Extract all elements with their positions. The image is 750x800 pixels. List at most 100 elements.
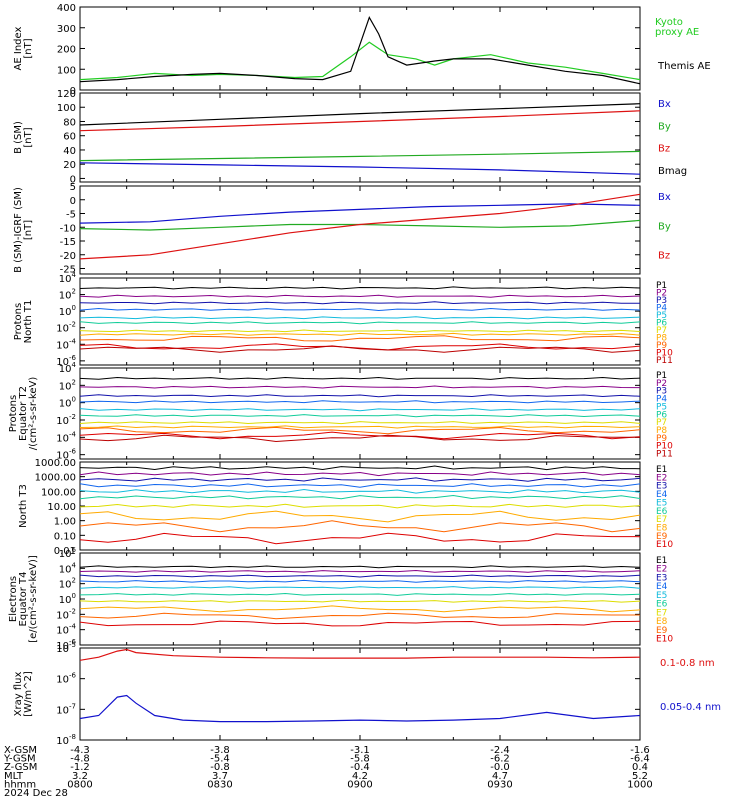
y-tick-label: 10-2 (56, 321, 76, 335)
plot-area (80, 376, 640, 443)
channel-line-p1 (80, 286, 640, 290)
channel-label: E5 (656, 591, 667, 601)
channel-line-e2 (80, 569, 640, 573)
y-tick-label: 10-7 (56, 702, 76, 716)
y-tick-label: 400 (57, 3, 76, 14)
panel-3: -25 -20 -15 -10 -5 0 5 B (SM)-IGRF (SM) [nT] Bx By… (13, 182, 671, 276)
y-tick-label: 1000.00 (35, 458, 76, 469)
legend-label: By (658, 121, 671, 132)
channel-line-p2 (80, 294, 640, 298)
ephemeris-value: -6.4 (630, 754, 650, 765)
series-line-bmag (80, 103, 640, 126)
y-tick-label: 10-4 (56, 337, 76, 351)
channel-line-e3 (80, 477, 640, 482)
y-tick-label: 100 (57, 103, 76, 114)
legend-label: 0.05-0.4 nm (660, 702, 721, 713)
plot-area (80, 103, 640, 175)
y-tick-label: -5 (66, 210, 76, 221)
channel-line-e1 (80, 565, 640, 569)
channel-label: P7 (656, 326, 667, 336)
channel-label: E2 (656, 565, 667, 575)
y-axis-title: Protons (13, 303, 24, 340)
channel-line-e6 (80, 592, 640, 596)
ephemeris-value: -2.4 (490, 745, 510, 756)
y-tick-label: 104 (59, 561, 77, 575)
legend-label: Bz (658, 251, 670, 262)
channel-line-e1 (80, 465, 640, 471)
channel-label: P9 (656, 434, 667, 444)
channel-label: P9 (656, 341, 667, 351)
channel-line-e4 (80, 483, 640, 488)
channel-line-e7 (80, 599, 640, 603)
y-tick-label: 10-6 (56, 354, 76, 368)
y-tick-label: 102 (59, 378, 76, 392)
plot-area (80, 193, 640, 260)
channel-line-p6 (80, 321, 640, 325)
channel-line-p4 (80, 400, 640, 404)
y-axis-title: Equator T2 (18, 386, 29, 441)
y-axis-title: /(cm²-s-sr-keV) (28, 377, 39, 451)
y-tick-label: -10 (60, 223, 76, 234)
channel-line-p7 (80, 329, 640, 333)
series-line-0-1-0-8-nm (80, 648, 640, 661)
channel-label: P4 (656, 395, 667, 405)
ephemeris-value: -5.4 (210, 754, 230, 765)
channel-label: E4 (656, 582, 668, 592)
ephemeris-value: -5.8 (350, 754, 370, 765)
y-tick-label: 10.00 (47, 502, 76, 513)
y-tick-label: 100 (59, 592, 76, 606)
channel-label: E8 (656, 617, 668, 627)
channel-label: E9 (656, 626, 668, 636)
y-tick-label: 102 (59, 288, 76, 302)
panel-2: 0 20 40 60 80 100 120 B (SM) [nT] Bx By Bz Bmag (13, 89, 687, 185)
y-tick-label: -15 (60, 237, 76, 248)
channel-label: E5 (656, 498, 667, 508)
y-tick-label: 5 (70, 182, 76, 193)
ephemeris-row-label: MLT (4, 771, 24, 782)
legend-label: By (658, 221, 671, 232)
channel-line-p5 (80, 316, 640, 320)
channel-line-p11 (80, 434, 640, 443)
channel-line-p1 (80, 376, 640, 380)
channel-label: P5 (656, 402, 667, 412)
ephemeris-row-label: hhmm (4, 779, 36, 790)
legend-label: Themis AE (657, 61, 711, 72)
channel-label: P3 (656, 387, 667, 397)
legend-label: proxy AE (655, 27, 699, 38)
ephemeris-value: 1000 (627, 779, 652, 790)
y-tick-label: 120 (57, 89, 76, 100)
y-axis-title: Electrons (8, 576, 19, 622)
series-line-bz (80, 110, 640, 132)
channel-label: P11 (656, 450, 673, 460)
ephemeris-row-label: X-GSM (4, 745, 37, 756)
ephemeris-value: 3.7 (212, 771, 228, 782)
channel-label: P2 (656, 289, 667, 299)
y-tick-label: 10-6 (56, 672, 76, 686)
channel-line-p3 (80, 394, 640, 398)
y-tick-label: 100.00 (41, 487, 76, 498)
y-axis-title: North T3 (18, 484, 29, 528)
channel-label: E1 (656, 465, 667, 475)
channel-label: E3 (656, 482, 667, 492)
series-line-by (80, 150, 640, 162)
series-line-bx (80, 162, 640, 175)
channel-label: E8 (656, 524, 668, 534)
y-tick-label: 104 (59, 361, 77, 375)
y-axis-title: [nT] (23, 38, 34, 58)
y-axis-title: [W/m^2] (23, 671, 34, 717)
channel-label: E3 (656, 573, 667, 583)
plot-area (80, 465, 640, 545)
panel-frame (79, 367, 641, 460)
channel-label: P7 (656, 418, 667, 428)
channel-line-p3 (80, 301, 640, 305)
channel-label: E4 (656, 490, 668, 500)
legend-label: Bx (658, 99, 671, 110)
series-line-themis-ae (80, 15, 640, 85)
channel-label: P3 (656, 296, 667, 306)
channel-label: P8 (656, 426, 667, 436)
ephemeris-value: -3.1 (350, 745, 370, 756)
ephemeris-value: 0800 (67, 779, 92, 790)
